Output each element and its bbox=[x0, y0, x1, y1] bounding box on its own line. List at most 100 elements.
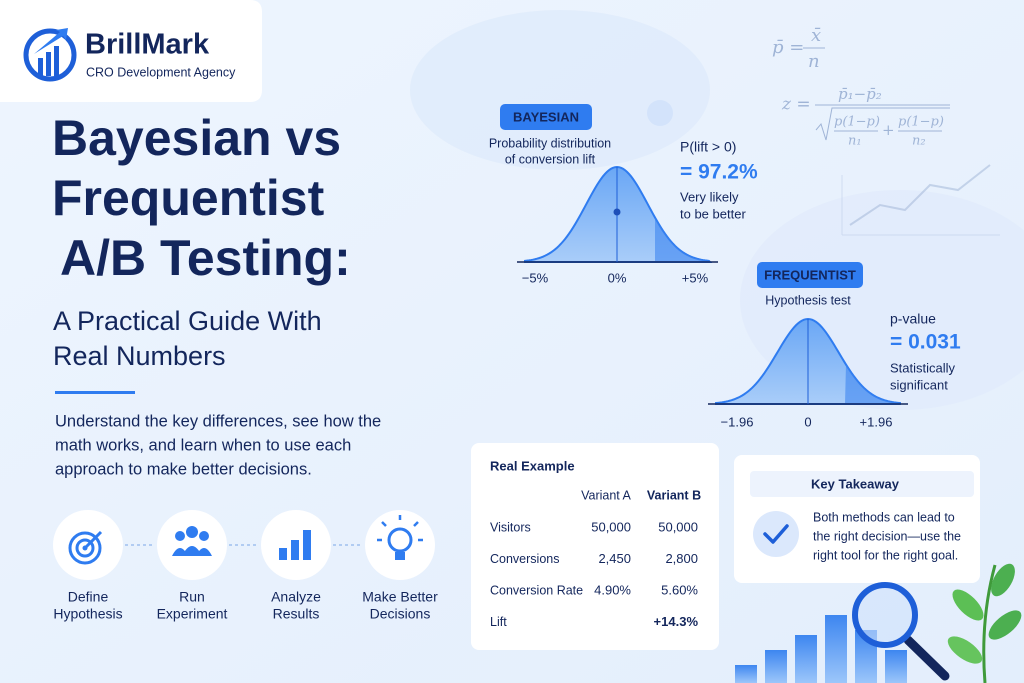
step-icons bbox=[387, 527, 413, 553]
step-icons bbox=[365, 510, 435, 580]
cell: 2,800 bbox=[665, 551, 698, 566]
headline: Frequentist bbox=[52, 170, 325, 226]
formula: p̄ = bbox=[772, 37, 804, 58]
step-icons bbox=[395, 552, 405, 560]
step-label: Results bbox=[273, 606, 320, 622]
column-header: Variant B bbox=[647, 488, 701, 502]
axis-label: −1.96 bbox=[721, 414, 754, 429]
headline-accent: A/B Testing: bbox=[60, 230, 351, 286]
step-icons bbox=[84, 530, 103, 549]
stat-label: p-value bbox=[890, 311, 936, 327]
cell: +14.3% bbox=[654, 614, 699, 629]
check-icon bbox=[763, 524, 789, 544]
decor-bars bbox=[825, 615, 847, 683]
decor-bars bbox=[795, 635, 817, 683]
axis-label: 0% bbox=[608, 270, 627, 285]
step-label: Experiment bbox=[157, 606, 228, 622]
step-icons bbox=[53, 510, 435, 580]
stat-label: P(lift > 0) bbox=[680, 139, 736, 155]
step-icons bbox=[68, 531, 102, 565]
logo bbox=[0, 0, 262, 102]
axis-label: −5% bbox=[522, 270, 549, 285]
caption: Hypothesis test bbox=[765, 293, 851, 307]
decor-plant bbox=[952, 589, 984, 621]
step-icons bbox=[303, 530, 311, 560]
step-label: Analyze bbox=[271, 589, 321, 605]
intro: approach to make better decisions. bbox=[55, 460, 312, 478]
step-icons bbox=[75, 538, 95, 558]
background bbox=[647, 100, 673, 126]
decor-line-chart bbox=[849, 164, 991, 226]
logo bbox=[34, 28, 68, 54]
headline: Bayesian vs bbox=[52, 110, 341, 166]
formula: n bbox=[808, 51, 820, 72]
step-label: Hypothesis bbox=[53, 606, 122, 622]
step-icons bbox=[377, 515, 423, 542]
row-label: Visitors bbox=[490, 520, 531, 534]
row-label: Lift bbox=[490, 615, 507, 629]
check-icon bbox=[753, 511, 799, 557]
takeaway-text: right tool for the right goal. bbox=[813, 548, 958, 562]
decor-bars bbox=[765, 650, 787, 683]
stat-note: to be better bbox=[680, 206, 746, 221]
cell: 50,000 bbox=[658, 519, 698, 534]
axis-label: +1.96 bbox=[860, 414, 893, 429]
step-label: Decisions bbox=[370, 606, 431, 622]
formula: z = bbox=[781, 95, 811, 115]
cell: 2,450 bbox=[598, 551, 631, 566]
logo-tagline: CRO Development Agency bbox=[86, 65, 236, 79]
decor-magnifier bbox=[852, 582, 918, 648]
decor-line-chart bbox=[841, 164, 1000, 236]
decor-magnifier bbox=[852, 582, 950, 681]
row-label: Conversions bbox=[490, 552, 559, 566]
decor-bars bbox=[885, 650, 907, 683]
formula: n₂ bbox=[912, 134, 926, 149]
frequentist-curve bbox=[708, 317, 908, 405]
example-card bbox=[471, 443, 719, 650]
decor-plant bbox=[988, 610, 1022, 640]
step-icons bbox=[157, 510, 227, 580]
logo bbox=[23, 28, 77, 82]
takeaway-text: the right decision—use the bbox=[813, 529, 961, 543]
stat-note: Statistically bbox=[890, 360, 956, 375]
decor-plant bbox=[991, 563, 1015, 597]
example-rows: Visitors 50,000 50,000 Conversions 2,450 2,80… bbox=[490, 519, 698, 629]
cell: 4.90% bbox=[594, 582, 631, 597]
formula: + bbox=[882, 121, 895, 139]
axis-label: 0 bbox=[804, 414, 811, 429]
step-icons bbox=[279, 548, 287, 560]
intro: Understand the key differences, see how … bbox=[55, 412, 381, 430]
takeaway-text: Both methods can lead to bbox=[813, 510, 955, 524]
bayesian-curve bbox=[517, 165, 718, 263]
formula: x̄ bbox=[811, 25, 821, 46]
logo-name: BrillMark bbox=[85, 29, 210, 61]
step-label: Make Better bbox=[362, 589, 438, 605]
decor-plant bbox=[982, 564, 997, 683]
step-label: Run bbox=[179, 589, 205, 605]
formula: n₁ bbox=[848, 134, 862, 149]
stat-note: Very likely bbox=[680, 189, 739, 204]
decor-plant bbox=[947, 563, 1022, 683]
mean-dot bbox=[613, 208, 621, 216]
step-icons bbox=[175, 531, 185, 541]
step-icons bbox=[199, 531, 209, 541]
badge-text: FREQUENTIST bbox=[764, 267, 856, 282]
badge-text: BAYESIAN bbox=[513, 109, 579, 124]
curve-shade bbox=[845, 364, 900, 404]
stat-value: = 97.2% bbox=[680, 161, 758, 184]
divider bbox=[55, 391, 135, 394]
step-icons bbox=[172, 546, 212, 556]
caption: of conversion lift bbox=[505, 152, 596, 166]
card-title: Real Example bbox=[490, 458, 575, 473]
axis-label: +5% bbox=[682, 270, 709, 285]
subtitle: A Practical Guide With bbox=[53, 306, 322, 336]
step-label: Define bbox=[68, 589, 109, 605]
curve-shade bbox=[655, 217, 710, 262]
logo bbox=[38, 58, 43, 76]
formula-root bbox=[815, 107, 950, 141]
decor-plant bbox=[947, 636, 983, 664]
check-icon bbox=[753, 511, 799, 557]
card-title: Key Takeaway bbox=[811, 476, 900, 491]
